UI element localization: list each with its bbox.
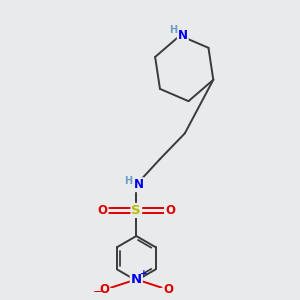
Text: O: O [165,204,175,217]
Text: O: O [98,204,108,217]
Text: −: − [93,285,103,298]
Text: O: O [99,283,110,296]
Text: N: N [131,273,142,286]
Text: N: N [134,178,144,191]
Text: O: O [163,283,173,296]
Text: S: S [131,204,141,217]
Text: N: N [178,28,188,41]
Text: +: + [140,268,148,278]
Text: H: H [124,176,132,186]
Text: H: H [169,26,178,35]
